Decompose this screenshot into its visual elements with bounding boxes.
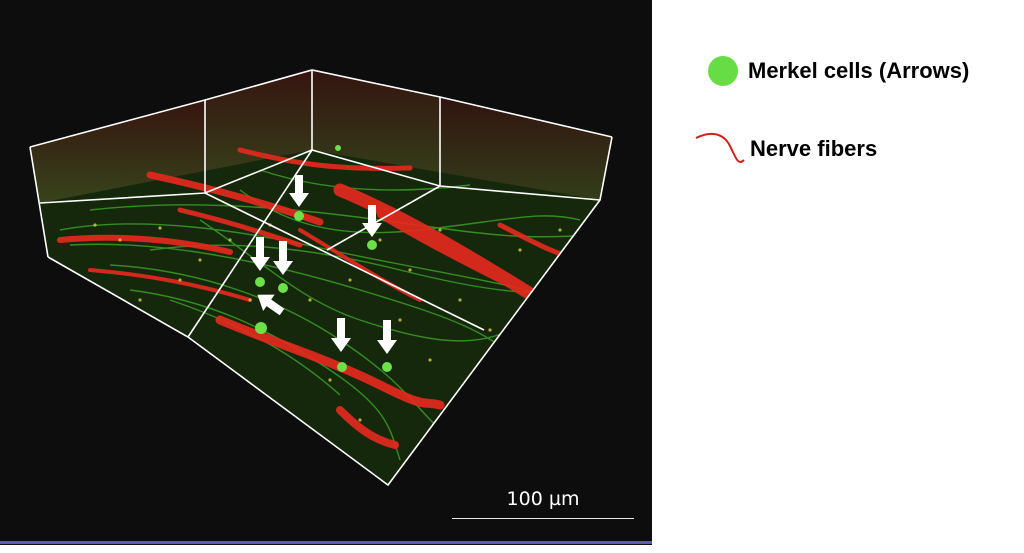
down-arrow-icon <box>289 175 309 207</box>
tissue-floor <box>40 147 600 485</box>
green-fiber-network <box>59 169 591 461</box>
scale-bar-label: 100 µm <box>506 488 580 510</box>
merkel-cells <box>255 145 392 372</box>
green-dot-icon <box>708 56 738 86</box>
down-arrow-icon <box>273 241 293 275</box>
bottom-rule <box>0 541 652 544</box>
confocal-micrograph: 100 µm <box>0 0 652 545</box>
legend-label: Merkel cells (Arrows) <box>748 58 970 83</box>
legend-item-nerve-fibers: Nerve fibers <box>694 128 877 170</box>
yellow-speckles <box>93 198 562 422</box>
down-arrow-icon <box>377 320 397 354</box>
tissue-volume-render <box>29 69 613 487</box>
diagonal-arrow-icon <box>257 294 285 316</box>
down-arrow-icon <box>331 318 351 352</box>
legend-item-merkel-cells: Merkel cells (Arrows) <box>708 56 969 86</box>
legend-label: Nerve fibers <box>750 136 878 161</box>
red-squiggle-icon <box>695 132 745 164</box>
scale-bar <box>452 518 634 519</box>
volume-bounding-box <box>29 69 613 487</box>
down-arrow-icon <box>250 237 270 271</box>
